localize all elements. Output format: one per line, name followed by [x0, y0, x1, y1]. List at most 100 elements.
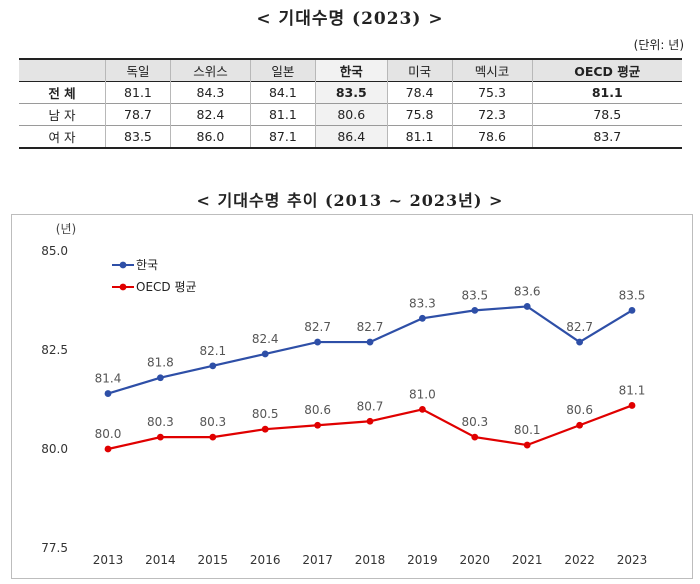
line-chart: (년) 77.5 80.0 82.5 85.0 2013 2014 2015 2016 2017 2… — [41, 222, 648, 567]
data-label: 81.4 — [95, 372, 122, 386]
table-header-row: 독일 스위스 일본 한국 미국 멕시코 OECD 평균 — [19, 59, 682, 82]
x-tick-label: 2022 — [564, 553, 595, 567]
y-tick-label: 80.0 — [41, 442, 68, 456]
header-germany: 독일 — [105, 59, 171, 82]
x-tick-label: 2019 — [407, 553, 438, 567]
data-point — [419, 406, 426, 413]
table-cell: 83.5 — [314, 81, 388, 104]
table-cell: 82.4 — [169, 103, 251, 126]
unit-label: (단위: 년) — [633, 38, 684, 52]
data-label: 80.6 — [304, 403, 331, 417]
header-switzerland: 스위스 — [169, 59, 251, 82]
x-tick-label: 2015 — [198, 553, 229, 567]
life-expectancy-table: 독일 스위스 일본 한국 미국 멕시코 OECD 평균 전 체 81.1 84.… — [19, 58, 682, 149]
x-tick-label: 2014 — [145, 553, 176, 567]
y-tick-label: 77.5 — [41, 541, 68, 555]
header-korea: 한국 — [314, 59, 388, 82]
data-point — [314, 421, 321, 429]
data-point — [366, 417, 374, 425]
x-tick-label: 2017 — [302, 553, 333, 567]
x-tick-label: 2020 — [460, 553, 491, 567]
header-oecd-average: OECD 평균 — [531, 59, 682, 82]
y-tick-label: 82.5 — [41, 343, 68, 357]
data-label: 82.7 — [304, 320, 331, 334]
data-point — [261, 425, 269, 433]
data-point — [576, 338, 583, 346]
data-label: 81.1 — [619, 383, 646, 397]
data-point — [576, 421, 583, 429]
data-point — [157, 374, 164, 382]
table-row-total: 전 체 81.1 84.3 84.1 83.5 78.4 75.3 81.1 — [19, 81, 682, 104]
data-point — [209, 362, 217, 370]
chart-area: (년) 77.5 80.0 82.5 85.0 2013 2014 2015 2016 2017 2… — [11, 214, 693, 579]
table-cell: 75.3 — [451, 81, 533, 104]
data-point — [471, 433, 479, 441]
data-label: 82.7 — [357, 320, 384, 334]
data-point — [209, 433, 217, 441]
x-tick-label: 2013 — [93, 553, 124, 567]
data-label: 82.7 — [566, 320, 593, 334]
data-label: 80.3 — [147, 415, 174, 429]
x-tick-label: 2016 — [250, 553, 281, 567]
data-point — [523, 303, 531, 310]
row-label: 여 자 — [48, 130, 76, 145]
data-label: 80.3 — [199, 415, 226, 429]
table-cell: 83.5 — [105, 125, 171, 148]
data-point — [628, 402, 636, 409]
data-label: 83.5 — [619, 288, 646, 302]
data-label: 82.4 — [252, 332, 279, 346]
table-cell: 86.4 — [314, 125, 388, 148]
data-label: 80.1 — [514, 423, 541, 437]
data-label: 83.3 — [409, 296, 436, 310]
table-cell: 80.6 — [314, 103, 388, 126]
data-point — [104, 445, 112, 453]
data-label: 81.8 — [147, 356, 174, 370]
table-cell: 84.1 — [249, 81, 316, 104]
table-title: < 기대수명 (2023) > — [256, 9, 444, 29]
table-cell: 78.6 — [451, 125, 533, 148]
table-row-female: 여 자 83.5 86.0 87.1 86.4 81.1 78.6 83.7 — [19, 125, 682, 148]
x-tick-label: 2018 — [355, 553, 386, 567]
table-cell: 78.4 — [386, 81, 453, 104]
data-label: 80.0 — [95, 427, 122, 441]
header-mexico: 멕시코 — [451, 59, 533, 82]
data-label: 80.6 — [566, 403, 593, 417]
x-tick-label: 2023 — [617, 553, 648, 567]
x-tick-label: 2021 — [512, 553, 543, 567]
legend-label: 한국 — [136, 258, 158, 272]
table-cell: 78.7 — [105, 103, 171, 126]
y-tick-label: 85.0 — [41, 244, 68, 258]
data-point — [419, 314, 426, 322]
data-label: 80.3 — [461, 415, 488, 429]
table-cell: 84.3 — [169, 81, 251, 104]
table-cell: 81.1 — [249, 103, 316, 126]
table-cell: 87.1 — [249, 125, 316, 148]
data-point — [471, 307, 479, 314]
legend-marker — [119, 261, 127, 269]
table-cell: 83.7 — [531, 125, 682, 148]
table-row-male: 남 자 78.7 82.4 81.1 80.6 75.8 72.3 78.5 — [19, 103, 682, 126]
data-label: 83.5 — [461, 288, 488, 302]
header-japan: 일본 — [249, 59, 316, 82]
legend-label: OECD 평균 — [136, 280, 197, 294]
table-cell: 81.1 — [386, 125, 453, 148]
legend-marker — [119, 283, 127, 291]
data-label: 80.5 — [252, 407, 279, 421]
data-label: 80.7 — [357, 399, 384, 413]
table-cell: 81.1 — [105, 81, 171, 104]
table-cell: 78.5 — [531, 103, 682, 126]
chart-title: < 기대수명 추이 (2013 ~ 2023년) > — [196, 191, 504, 210]
data-point — [628, 307, 636, 314]
data-label: 82.1 — [199, 344, 226, 358]
y-axis-label: (년) — [56, 222, 76, 236]
data-point — [314, 338, 321, 346]
table-cell: 81.1 — [531, 81, 682, 104]
header-usa: 미국 — [386, 59, 453, 82]
data-point — [157, 433, 164, 441]
data-point — [523, 441, 531, 449]
data-label: 83.6 — [514, 284, 541, 298]
data-point — [366, 338, 374, 346]
header-blank — [19, 59, 106, 82]
row-label: 남 자 — [48, 108, 76, 123]
row-label: 전 체 — [48, 86, 76, 101]
